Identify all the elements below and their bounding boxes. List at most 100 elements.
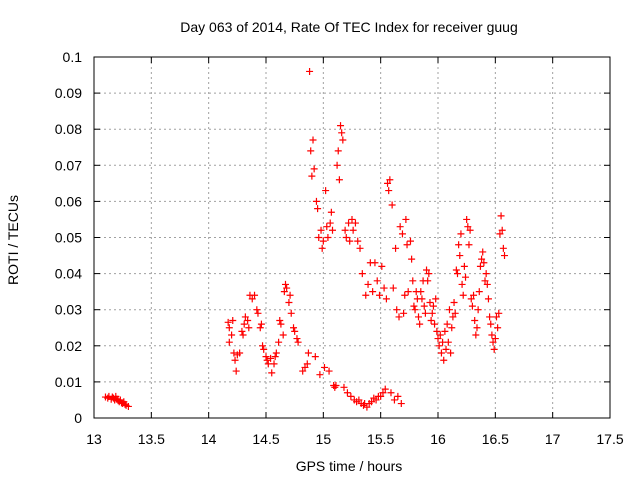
data-point [402,215,410,223]
data-point [124,402,132,410]
data-point [377,392,385,400]
data-point [475,288,483,296]
data-point [376,291,384,299]
data-point [479,248,487,256]
data-point [225,324,233,332]
data-point [326,219,334,227]
data-point [345,219,353,227]
data-point [358,270,366,278]
data-point [263,356,271,364]
y-tick-label: 0.08 [55,121,82,137]
data-point [403,241,411,249]
data-point [429,302,437,310]
data-point [253,306,261,314]
data-point [409,277,417,285]
x-tick-label: 16.5 [482,431,509,447]
data-point [341,226,349,234]
data-point [224,318,232,326]
data-point [378,262,386,270]
data-point [486,313,494,321]
data-point [239,331,247,339]
data-point [238,327,246,335]
data-point [320,363,328,371]
data-point [390,396,398,404]
data-point [351,219,359,227]
data-point [415,313,423,321]
data-point [270,360,278,368]
data-point [482,270,490,278]
data-point [291,327,299,335]
y-tick-label: 0.09 [55,85,82,101]
x-tick-label: 17.5 [596,431,623,447]
data-point [299,367,307,375]
data-point [315,234,323,241]
data-point [487,320,495,328]
data-point [332,382,340,390]
data-point [434,335,442,343]
data-point [495,309,503,317]
y-axis-label: ROTI / TECUs [5,195,21,285]
data-point [389,284,397,292]
data-point [268,369,276,377]
data-point [435,342,443,350]
data-point [406,237,414,245]
data-point [312,197,320,205]
data-point [347,392,355,400]
data-point [380,284,388,292]
data-point [417,288,425,296]
data-point [276,317,284,325]
data-point [333,161,341,169]
data-point [423,266,431,274]
data-point [428,309,436,317]
data-point [324,234,332,241]
data-point [371,259,379,267]
data-point [447,349,455,357]
y-tick-label: 0.02 [55,338,82,354]
chart-title: Day 063 of 2014, Rate Of TEC Index for r… [180,19,517,35]
data-point [388,201,396,209]
data-point [349,226,357,234]
data-point [470,291,478,299]
data-point [463,215,471,223]
data-point [307,147,315,155]
data-point [404,288,412,296]
data-point [424,277,432,285]
plot-border [93,56,611,419]
data-point [450,298,458,306]
data-point [301,363,309,371]
data-point [455,241,463,249]
data-point [294,338,302,346]
y-tick-label: 0.07 [55,157,82,173]
data-point [254,309,262,317]
data-point [323,223,331,231]
data-point [466,226,474,234]
data-point [311,353,319,361]
data-point [286,291,294,299]
data-point [452,266,460,274]
data-point [394,392,402,400]
grid-lines [94,57,610,418]
data-point [277,320,285,328]
data-point [354,237,362,245]
data-point [484,295,492,303]
data-point [459,291,467,299]
data-point [257,320,265,328]
data-point [381,385,389,393]
data-point [427,317,435,325]
y-tick-label: 0.01 [55,374,82,390]
data-point [367,398,375,406]
data-point [280,288,288,296]
data-point [287,309,295,317]
data-point [384,179,392,187]
data-point [340,383,348,391]
y-tick-label: 0.04 [55,266,82,282]
data-point [451,309,459,317]
data-point [490,345,498,353]
data-point [337,122,345,130]
data-point [327,208,335,216]
data-point [440,356,448,364]
data-point [240,320,248,328]
data-point [496,230,504,238]
data-point [369,288,377,296]
